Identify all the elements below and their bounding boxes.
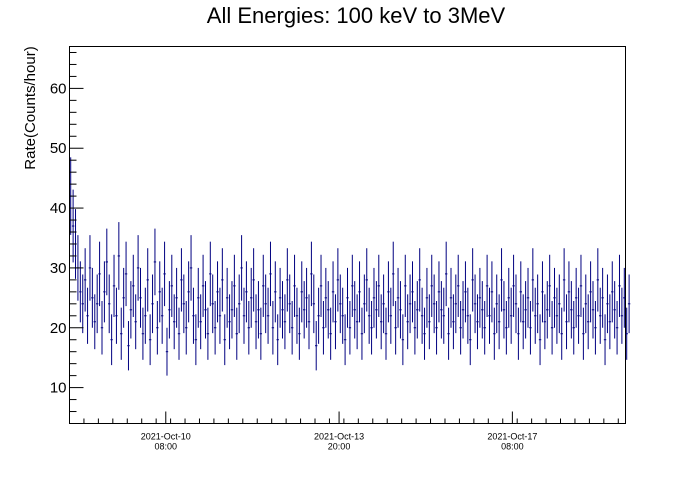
y-tick-label: 20: [50, 320, 67, 337]
x-tick-time: 08:00: [501, 442, 524, 452]
x-tick-date: 2021-Oct-10: [141, 432, 191, 442]
x-tick-time: 20:00: [328, 442, 351, 452]
x-tick-date: 2021-Oct-17: [487, 432, 537, 442]
plot-frame: [69, 46, 626, 424]
y-axis-label: Rate(Counts/hour): [22, 46, 39, 169]
data-marks: [69, 157, 631, 376]
y-tick-label: 10: [50, 380, 67, 397]
y-axis: 10 20 30 40 50 60: [50, 51, 84, 424]
y-tick-label: 40: [50, 200, 67, 217]
y-tick-label: 50: [50, 140, 67, 157]
chart-title: All Energies: 100 keV to 3MeV: [207, 3, 506, 28]
x-tick-time: 08:00: [155, 442, 178, 452]
y-tick-label: 60: [50, 80, 67, 97]
x-axis: 2021-Oct-1008:002021-Oct-1320:002021-Oct…: [69, 411, 619, 452]
x-tick-date: 2021-Oct-13: [314, 432, 364, 442]
y-tick-label: 30: [50, 260, 67, 277]
